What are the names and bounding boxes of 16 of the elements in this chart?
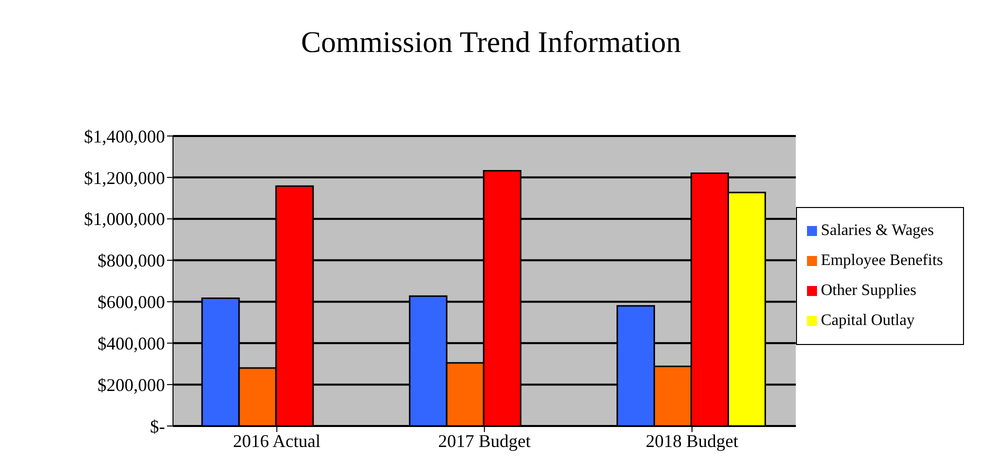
y-tick-label: $800,000 xyxy=(98,250,165,271)
y-tick-label: $1,000,000 xyxy=(84,209,165,230)
y-tick-label: $- xyxy=(150,416,165,436)
x-tick-label: 2016 Actual xyxy=(233,430,321,451)
x-tick-label: 2018 Budget xyxy=(646,430,738,451)
y-tick-label: $1,200,000 xyxy=(84,168,165,188)
y-tick-label: $400,000 xyxy=(98,334,165,354)
legend-label: Capital Outlay xyxy=(820,312,915,329)
legend-label: Other Supplies xyxy=(820,282,916,299)
chart-title: Commission Trend Information xyxy=(300,25,682,61)
y-tick-label: $1,400,000 xyxy=(84,126,165,146)
legend-label: Salaries & Wages xyxy=(820,222,934,239)
y-tick-label: $600,000 xyxy=(98,292,165,312)
y-tick-label: $200,000 xyxy=(98,374,165,395)
x-tick-label: 2017 Budget xyxy=(438,430,531,451)
legend-label: Employee Benefits xyxy=(820,252,943,269)
